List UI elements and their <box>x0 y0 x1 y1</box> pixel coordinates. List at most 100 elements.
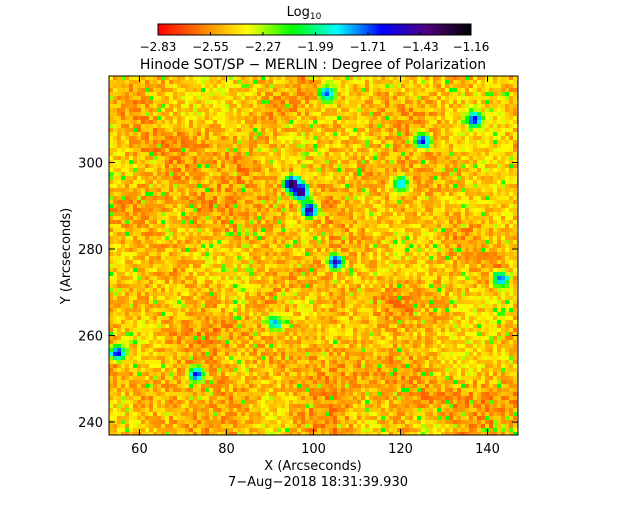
heatmap-cell <box>237 236 241 240</box>
heatmap-cell <box>321 148 325 152</box>
heatmap-cell <box>205 144 209 148</box>
heatmap-cell <box>401 76 405 80</box>
heatmap-cell <box>201 92 205 96</box>
heatmap-cell <box>129 180 133 184</box>
heatmap-cell <box>493 248 497 252</box>
heatmap-cell <box>121 80 125 84</box>
heatmap-cell <box>485 76 489 80</box>
heatmap-cell <box>285 108 289 112</box>
heatmap-cell <box>393 168 397 172</box>
heatmap-cell <box>425 248 429 252</box>
heatmap-cell <box>437 228 441 232</box>
heatmap-cell <box>125 232 129 236</box>
heatmap-cell <box>165 152 169 156</box>
heatmap-cell <box>289 264 293 268</box>
heatmap-cell <box>221 136 225 140</box>
heatmap-cell <box>321 128 325 132</box>
heatmap-cell <box>229 164 233 168</box>
heatmap-cell <box>417 144 421 148</box>
heatmap-cell <box>497 172 501 176</box>
heatmap-cell <box>437 132 441 136</box>
heatmap-cell <box>445 100 449 104</box>
heatmap-cell <box>385 92 389 96</box>
heatmap-cell <box>113 160 117 164</box>
heatmap-cell <box>277 204 281 208</box>
heatmap-cell <box>253 264 257 268</box>
heatmap-cell <box>349 244 353 248</box>
heatmap-cell <box>385 140 389 144</box>
heatmap-cell <box>501 176 505 180</box>
heatmap-cell <box>249 248 253 252</box>
heatmap-cell <box>237 104 241 108</box>
heatmap-cell <box>389 216 393 220</box>
heatmap-cell <box>241 88 245 92</box>
heatmap-cell <box>237 76 241 80</box>
heatmap-cell <box>185 220 189 224</box>
heatmap-cell <box>397 208 401 212</box>
heatmap-cell <box>501 84 505 88</box>
heatmap-cell <box>233 168 237 172</box>
heatmap-cell <box>125 124 129 128</box>
heatmap-cell <box>305 148 309 152</box>
heatmap-cell <box>389 264 393 268</box>
colorbar-label: Log10 <box>287 5 322 22</box>
heatmap-cell <box>149 144 153 148</box>
heatmap-cell <box>205 92 209 96</box>
heatmap-cell <box>349 100 353 104</box>
heatmap-cell <box>437 220 441 224</box>
heatmap-cell <box>313 208 317 212</box>
heatmap-cell <box>489 208 493 212</box>
heatmap-cell <box>125 92 129 96</box>
heatmap-cell <box>461 152 465 156</box>
heatmap-cell <box>229 128 233 132</box>
heatmap-cell <box>113 100 117 104</box>
heatmap-cell <box>337 84 341 88</box>
heatmap-cell <box>357 232 361 236</box>
heatmap-cell <box>325 168 329 172</box>
heatmap-cell <box>197 156 201 160</box>
heatmap-cell <box>377 184 381 188</box>
heatmap-cell <box>353 88 357 92</box>
heatmap-cell <box>421 108 425 112</box>
heatmap-cell <box>401 116 405 120</box>
heatmap-cell <box>273 260 277 264</box>
heatmap-cell <box>417 248 421 252</box>
heatmap-cell <box>469 92 473 96</box>
heatmap-cell <box>221 128 225 132</box>
heatmap-cell <box>501 256 505 260</box>
heatmap-cell <box>357 220 361 224</box>
heatmap-cell <box>193 216 197 220</box>
heatmap-cell <box>113 104 117 108</box>
heatmap-cell <box>201 116 205 120</box>
heatmap-cell <box>369 180 373 184</box>
heatmap-cell <box>117 240 121 244</box>
heatmap-cell <box>349 156 353 160</box>
heatmap-cell <box>273 188 277 192</box>
heatmap-cell <box>245 92 249 96</box>
heatmap-cell <box>233 100 237 104</box>
heatmap-cell <box>253 212 257 216</box>
heatmap-cell <box>413 224 417 228</box>
heatmap-cell <box>281 164 285 168</box>
heatmap-cell <box>433 176 437 180</box>
heatmap-cell <box>189 124 193 128</box>
heatmap-cell <box>189 104 193 108</box>
heatmap-cell <box>277 252 281 256</box>
heatmap-cell <box>285 176 289 180</box>
heatmap-cell <box>177 148 181 152</box>
heatmap-cell <box>449 200 453 204</box>
heatmap-cell <box>377 248 381 252</box>
heatmap-cell <box>281 240 285 244</box>
heatmap-cell <box>249 84 253 88</box>
heatmap-cell <box>165 92 169 96</box>
heatmap-cell <box>369 104 373 108</box>
heatmap-cell <box>393 80 397 84</box>
heatmap-cell <box>345 152 349 156</box>
colorbar-tick-label: −2.55 <box>192 40 229 54</box>
heatmap-cell <box>213 196 217 200</box>
heatmap-cell <box>225 172 229 176</box>
heatmap-cell <box>249 148 253 152</box>
heatmap-cell <box>201 184 205 188</box>
heatmap-cell <box>189 212 193 216</box>
